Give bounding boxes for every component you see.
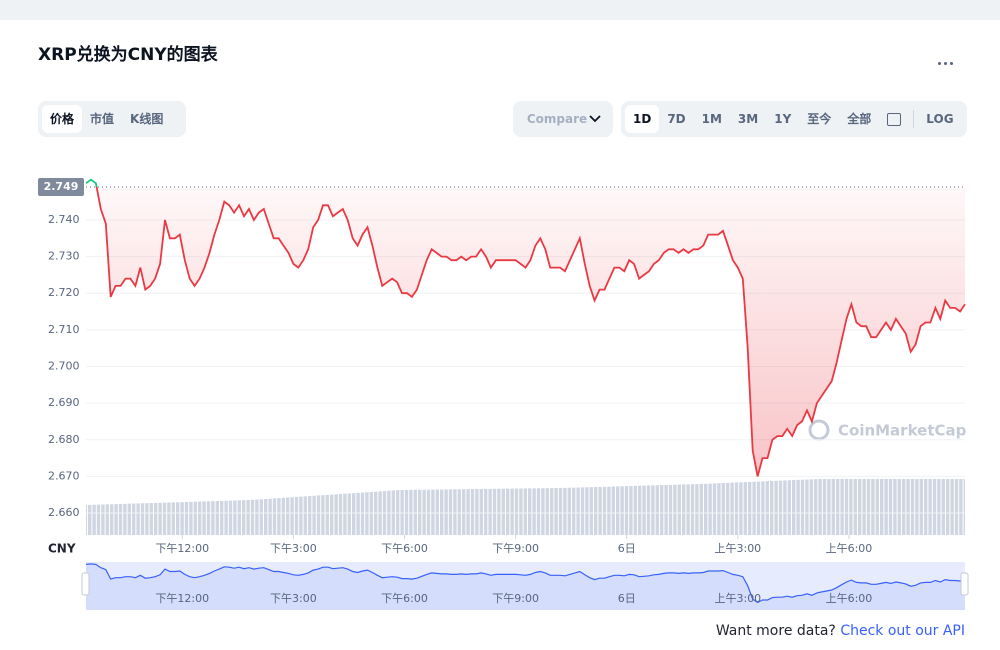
x-tick-label: 上午3:00: [714, 542, 761, 555]
navigator-tick-label: 下午12:00: [155, 592, 209, 605]
range-button[interactable]: 1Y: [774, 112, 792, 126]
navigator-line: [85, 563, 966, 604]
price-line-below: [95, 186, 966, 477]
navigator-area: [86, 563, 965, 610]
currency-label: CNY: [48, 542, 76, 556]
tab-button[interactable]: 价格: [42, 105, 83, 133]
calendar-button[interactable]: [887, 112, 902, 126]
navigator-handle-left[interactable]: [81, 572, 90, 596]
navigator-tick-label: 下午9:00: [492, 592, 539, 605]
reference-label: 2.749: [44, 180, 79, 193]
top-bar: [0, 0, 1000, 20]
more-menu[interactable]: [938, 50, 958, 65]
view-tabs: 价格 市值 K线图: [38, 101, 186, 137]
y-tick-label: 2.720: [48, 286, 80, 299]
watermark: [808, 419, 830, 441]
x-tick-label: 上午6:00: [826, 542, 873, 555]
separator: [913, 110, 915, 128]
y-tick-label: 2.700: [48, 359, 80, 372]
volume-bars: [86, 479, 965, 535]
compare-dropdown[interactable]: Compare: [513, 101, 613, 137]
range-button[interactable]: 1D: [625, 105, 660, 133]
x-tick-label: 下午6:00: [381, 542, 428, 555]
tab-button[interactable]: 市值: [90, 112, 115, 126]
y-tick-label: 2.670: [48, 469, 80, 482]
x-tick-label: 下午9:00: [492, 542, 539, 555]
navigator-tick-label: 下午6:00: [381, 592, 428, 605]
price-area: [96, 186, 965, 477]
compare-button[interactable]: Compare: [526, 112, 588, 126]
navigator-handle-right[interactable]: [960, 572, 969, 596]
range-button[interactable]: 3M: [737, 112, 759, 126]
watermark-text: CoinMarketCap: [838, 422, 967, 440]
range-button[interactable]: 全部: [847, 112, 872, 126]
page-title: XRP兑换为CNY的图表: [38, 45, 218, 65]
range-buttons: 1D 7D 1M 3M 1Y 至今 全部 LOG: [621, 101, 967, 137]
y-tick-label: 2.690: [48, 396, 80, 409]
reference-label-box: [38, 177, 84, 196]
x-tick-label: 下午3:00: [270, 542, 317, 555]
x-tick-label: 下午12:00: [155, 542, 209, 555]
y-tick-label: 2.660: [48, 506, 80, 519]
range-button[interactable]: 1M: [701, 112, 722, 126]
range-button[interactable]: 7D: [667, 112, 686, 126]
api-link[interactable]: Check out our API: [840, 623, 965, 639]
chevron-icon: [589, 115, 601, 123]
navigator-tick-label: 上午3:00: [714, 592, 761, 605]
tab-button[interactable]: K线图: [130, 112, 164, 126]
navigator-tick-label: 6日: [618, 592, 636, 605]
x-tick-label: 6日: [618, 542, 636, 555]
navigator-tick-label: 下午3:00: [270, 592, 317, 605]
navigator-tick-label: 上午6:00: [826, 592, 873, 605]
footer: Want more data? Check out our API: [716, 623, 965, 639]
log-button[interactable]: LOG: [926, 112, 954, 126]
y-tick-label: 2.740: [48, 213, 80, 226]
footer-text: Want more data?: [715, 623, 836, 639]
y-tick-label: 2.710: [48, 323, 80, 336]
y-tick-label: 2.730: [48, 250, 80, 263]
y-tick-label: 2.680: [48, 433, 80, 446]
range-button[interactable]: 至今: [807, 112, 832, 126]
